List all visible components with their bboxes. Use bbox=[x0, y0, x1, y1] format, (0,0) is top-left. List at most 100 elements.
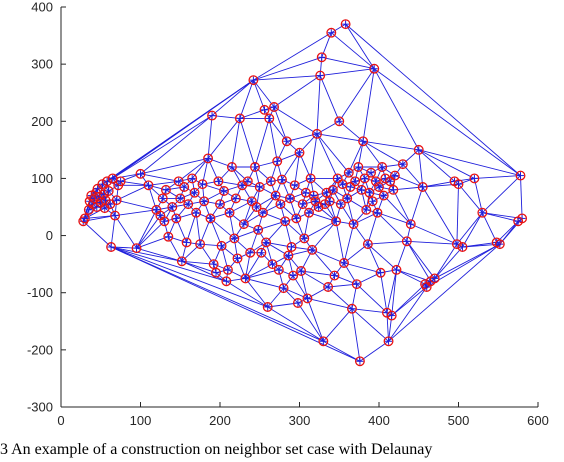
data-point bbox=[353, 162, 364, 172]
data-point bbox=[329, 270, 340, 281]
data-point bbox=[350, 176, 361, 187]
data-point bbox=[327, 184, 338, 195]
data-point bbox=[230, 193, 241, 204]
triangulation-edge bbox=[210, 218, 235, 239]
data-point bbox=[299, 233, 310, 244]
triangulation-edge bbox=[295, 218, 305, 239]
triangulation-edge bbox=[281, 179, 291, 199]
triangulation-edge bbox=[375, 166, 383, 182]
data-point bbox=[457, 242, 468, 252]
triangulation-edge bbox=[276, 141, 288, 162]
data-point bbox=[157, 193, 168, 204]
triangulation-edge bbox=[221, 245, 238, 259]
data-point bbox=[131, 243, 142, 254]
triangulation-edge bbox=[361, 189, 367, 210]
data-point bbox=[203, 153, 214, 164]
triangulation-edge bbox=[311, 220, 337, 251]
triangulation-edge bbox=[402, 149, 420, 165]
data-point bbox=[361, 204, 372, 215]
triangulation-edge bbox=[283, 275, 294, 289]
triangulation-edge bbox=[302, 203, 310, 213]
triangulation-edge bbox=[249, 242, 267, 254]
data-point bbox=[401, 236, 412, 247]
triangulation-edge bbox=[474, 175, 521, 179]
triangulation-edge bbox=[321, 56, 375, 70]
data-point bbox=[513, 216, 524, 227]
triangulation-edge bbox=[180, 192, 195, 199]
data-point bbox=[494, 239, 505, 250]
data-point bbox=[208, 259, 219, 270]
data-point bbox=[163, 231, 174, 242]
x-tick-label: 200 bbox=[209, 413, 231, 428]
triangulation-edge bbox=[259, 186, 276, 196]
triangulation-edge bbox=[346, 189, 362, 199]
triangulation-edge bbox=[181, 242, 188, 262]
data-point bbox=[222, 264, 233, 275]
triangulation-edge bbox=[148, 184, 164, 199]
triangulation-edge bbox=[268, 106, 275, 119]
triangulation-edge bbox=[302, 192, 307, 205]
triangulation-edge bbox=[418, 149, 424, 188]
data-point bbox=[245, 247, 256, 258]
triangulation-edge bbox=[181, 260, 227, 282]
triangulation-edge bbox=[394, 163, 404, 176]
triangulation-edge bbox=[418, 149, 475, 179]
triangulation-edge bbox=[280, 198, 291, 205]
triangulation-edge bbox=[294, 184, 307, 194]
data-point bbox=[385, 176, 396, 187]
triangulation-edge bbox=[239, 79, 254, 119]
data-point bbox=[453, 179, 464, 190]
triangulation-edge bbox=[247, 180, 260, 188]
triangulation-edge bbox=[316, 133, 350, 173]
triangulation-edge bbox=[213, 245, 223, 265]
triangulation-edge bbox=[181, 260, 214, 265]
triangulation-edge bbox=[223, 184, 243, 192]
triangulation-edge bbox=[286, 133, 318, 142]
triangulation-edge bbox=[392, 189, 412, 225]
triangulation-edge bbox=[334, 262, 345, 276]
y-tick-label: -300 bbox=[27, 400, 53, 415]
triangulation-edge bbox=[301, 270, 335, 277]
data-point bbox=[288, 270, 299, 281]
triangulation-edge bbox=[251, 186, 261, 202]
triangulation-edge bbox=[388, 286, 428, 342]
triangulation-edge bbox=[354, 166, 359, 182]
triangulation-edge bbox=[227, 269, 246, 279]
triangulation-edge bbox=[229, 198, 237, 213]
triangulation-edge bbox=[351, 308, 389, 342]
y-tick-label: 200 bbox=[31, 114, 53, 129]
triangulation-edge bbox=[369, 181, 377, 193]
y-tick-label: 400 bbox=[31, 0, 53, 15]
triangulation-edge bbox=[320, 68, 375, 77]
triangulation-edge bbox=[343, 262, 381, 274]
triangulation-edge bbox=[262, 203, 281, 214]
triangulation-edge bbox=[458, 178, 475, 185]
triangulation-edge bbox=[273, 106, 318, 135]
triangulation-edge bbox=[163, 206, 173, 222]
triangulation-edge bbox=[110, 215, 116, 248]
triangulation-edge bbox=[327, 275, 335, 288]
triangulation-edge bbox=[168, 236, 187, 243]
triangulation-edge bbox=[279, 204, 286, 222]
triangulation-edge bbox=[227, 258, 238, 271]
data-point bbox=[297, 199, 308, 210]
data-point bbox=[251, 202, 262, 212]
triangulation-edge bbox=[110, 246, 268, 308]
data-point bbox=[308, 190, 319, 201]
triangulation-edge bbox=[345, 23, 375, 69]
triangulation-edge bbox=[233, 223, 245, 239]
data-point bbox=[246, 196, 257, 207]
triangulation-edge bbox=[140, 173, 179, 182]
triangulation-edge bbox=[334, 275, 357, 285]
triangulation-edge bbox=[332, 178, 339, 191]
triangulation-edge bbox=[297, 298, 308, 304]
data-point bbox=[173, 176, 184, 187]
triangulation-edge bbox=[327, 286, 353, 310]
data-point bbox=[397, 159, 408, 170]
triangulation-edge bbox=[308, 206, 319, 214]
triangulation-edge bbox=[194, 183, 203, 194]
triangulation-edge bbox=[367, 243, 397, 271]
data-point bbox=[369, 63, 380, 74]
triangulation-edge bbox=[243, 223, 259, 231]
triangulation-edge bbox=[175, 203, 189, 219]
